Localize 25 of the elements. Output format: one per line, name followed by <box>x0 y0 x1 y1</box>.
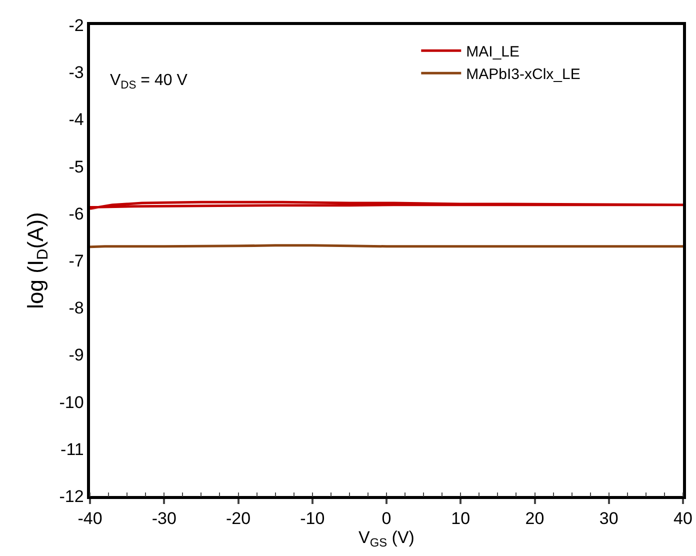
x-tick-label: -20 <box>226 509 251 528</box>
x-tick-label: 0 <box>382 509 392 528</box>
x-tick-label: -30 <box>152 509 176 528</box>
x-tick-label: 10 <box>451 509 470 528</box>
line-series <box>90 200 683 210</box>
y-tick-label: -8 <box>68 298 84 318</box>
y-tick-label: -5 <box>68 157 84 176</box>
y-tick-label: -12 <box>59 486 84 506</box>
y-tick-label: -7 <box>68 251 84 270</box>
x-tick-label: 30 <box>599 509 618 528</box>
y-tick-label: -10 <box>59 392 84 412</box>
x-tick-label: -10 <box>300 509 325 528</box>
y-tick-label: -4 <box>68 110 84 130</box>
y-tick-label: -11 <box>60 440 84 459</box>
x-tick-label: -40 <box>78 509 102 528</box>
y-tick-label: -9 <box>68 346 84 365</box>
annotation: V$_{DS}$ = 40 V <box>110 72 188 92</box>
x-tick-label: 20 <box>525 509 544 528</box>
y-tick-label: -2 <box>68 16 84 35</box>
x-tick-label: 40 <box>674 509 692 528</box>
legend-label: MAI_LE <box>466 44 520 61</box>
y-tick-label: -3 <box>68 63 84 82</box>
x-axis-title: V$_{GS}$ (V) <box>358 528 414 550</box>
y-tick-label: -6 <box>68 204 84 224</box>
legend-label: MAPbI3-xClx_LE <box>466 66 580 84</box>
